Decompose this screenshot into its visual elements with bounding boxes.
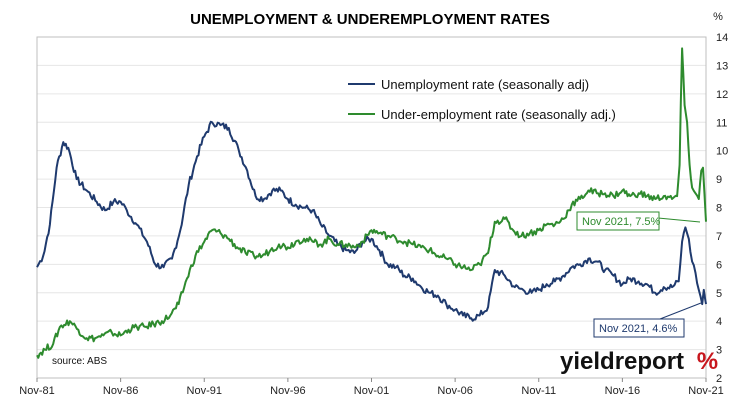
y-tick-label: 7 [716,231,722,243]
x-tick-label: Nov-01 [354,385,389,397]
series-line-0 [36,120,707,322]
y-tick-label: 3 [716,345,722,357]
x-tick-label: Nov-81 [19,385,54,397]
y-tick-label: 6 [716,259,722,271]
legend-label-unemployment: Unemployment rate (seasonally adj) [381,77,589,92]
legend: Unemployment rate (seasonally adj) Under… [348,77,616,122]
annotation-leader-underemployment [657,217,701,223]
series-line-1 [36,47,707,359]
annotation-box-unemployment [593,318,685,338]
annotation-text-underemployment: Nov 2021, 7.5% [582,216,660,228]
x-tick-label: Nov-16 [605,385,640,397]
x-tick-label: Nov-06 [437,385,472,397]
y-axis-label: % [713,11,723,23]
y-tick-label: 4 [716,316,722,328]
brand-name: yieldreport [560,348,684,375]
annotation-box-underemployment [576,211,660,231]
y-tick-label: 8 [716,203,722,215]
brand-suffix: % [697,348,718,375]
y-tick-label: 5 [716,288,722,300]
chart-title: UNEMPLOYMENT & UNDEREMPLOYMENT RATES [190,11,550,28]
annotation-leader-unemployment [659,302,702,320]
y-tick-label: 14 [716,32,728,44]
svg-text:yieldreport %: yieldreport % [560,348,718,375]
y-tick-label: 13 [716,60,728,72]
source-note: source: ABS [52,356,107,367]
x-tick-label: Nov-86 [103,385,138,397]
legend-label-underemployment: Under-employment rate (seasonally adj.) [381,107,616,122]
y-tick-label: 10 [716,146,728,158]
annotation-underemployment: Nov 2021, 7.5% [576,211,701,231]
x-tick-label: Nov-91 [187,385,222,397]
x-tick-label: Nov-96 [270,385,305,397]
y-tick-label: 2 [716,373,722,385]
brand-logo: yieldreport % [560,348,718,375]
annotation-unemployment: Nov 2021, 4.6% [593,302,702,338]
y-tick-label: 12 [716,89,728,101]
annotation-text-unemployment: Nov 2021, 4.6% [599,323,677,335]
x-tick-label: Nov-11 [521,385,556,397]
x-tick-label: Nov-21 [688,385,723,397]
y-tick-label: 11 [716,117,727,129]
y-tick-label: 9 [716,174,722,186]
series-layer [36,47,707,359]
